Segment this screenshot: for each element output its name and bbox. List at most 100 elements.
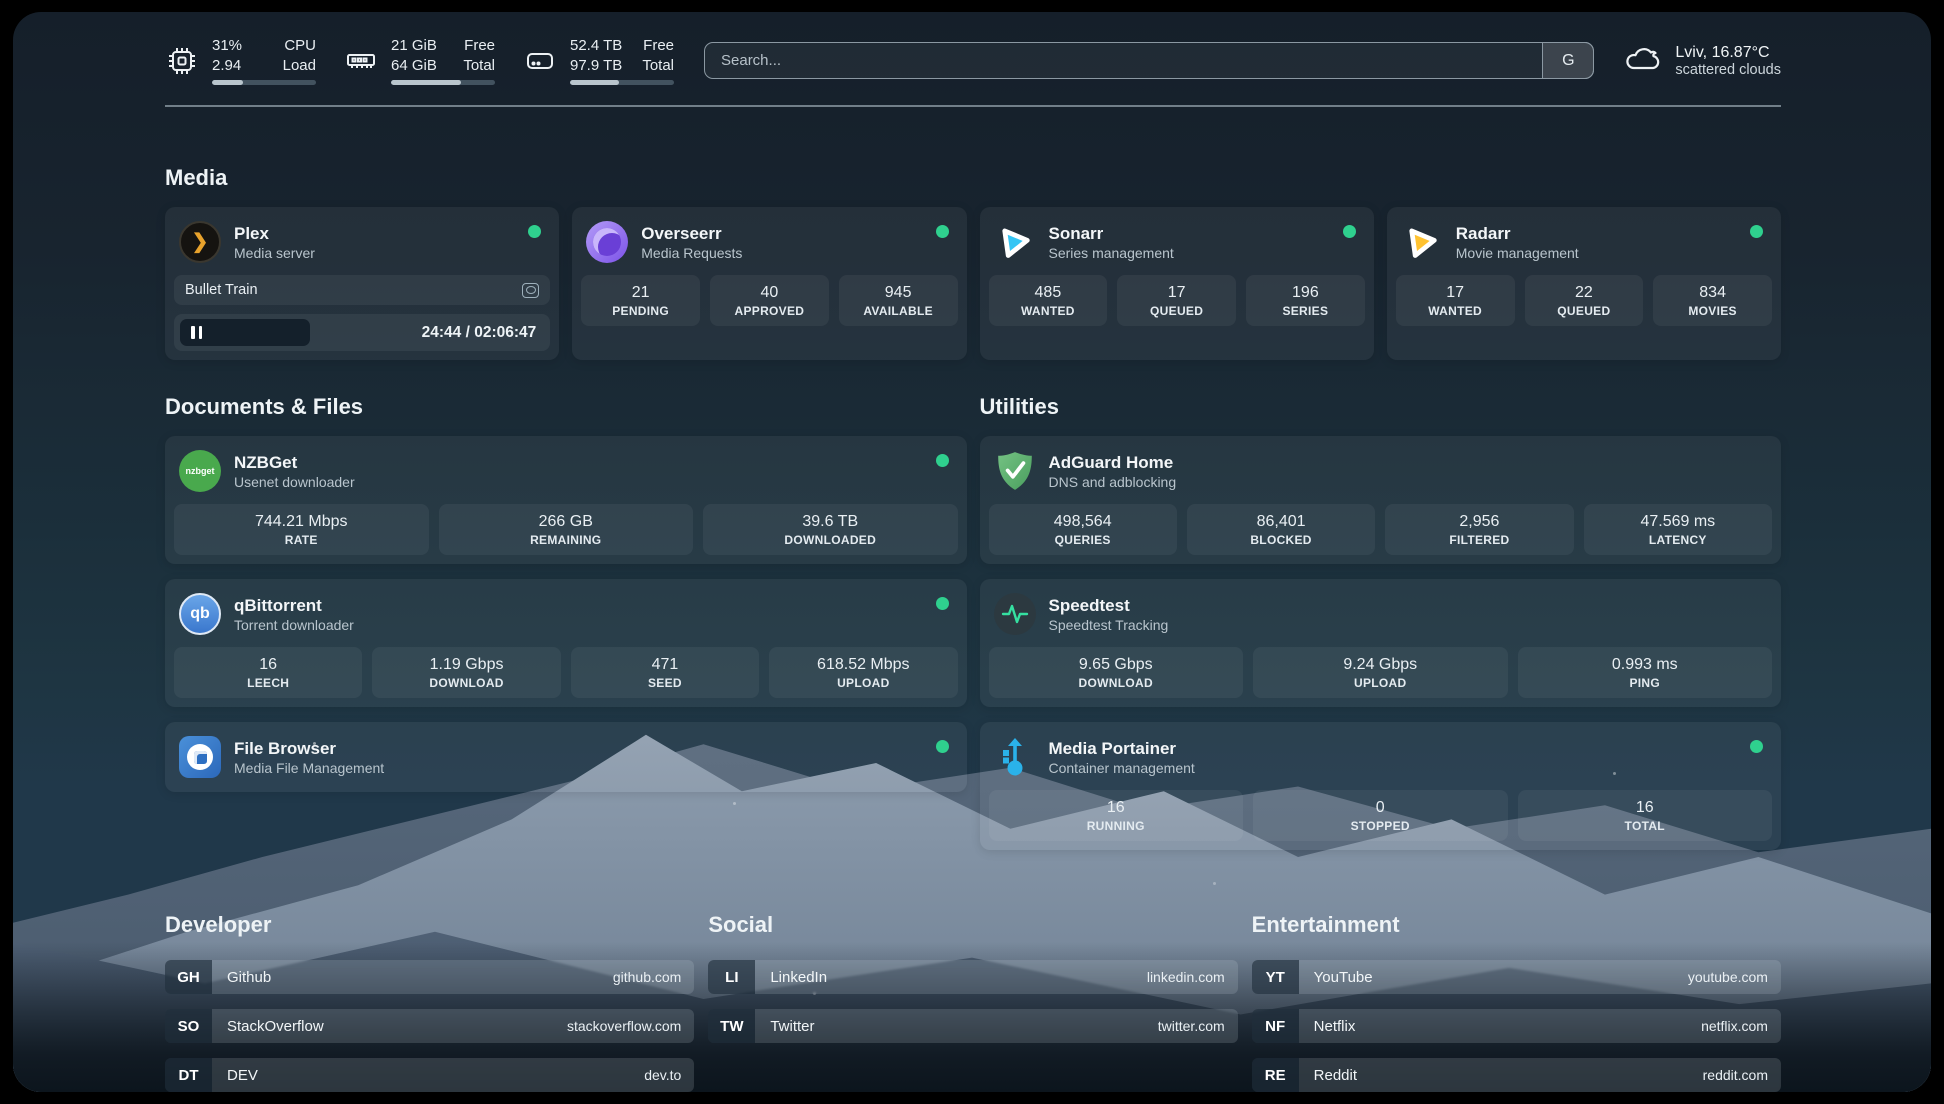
- cpu-progressbar: [212, 80, 316, 85]
- radarr-card[interactable]: Radarr Movie management 17 WANTED 22 QUEUE…: [1386, 207, 1781, 360]
- section-title-utilities: Utilities: [979, 394, 1059, 419]
- bookmark-abbr: NF: [1251, 1009, 1299, 1043]
- disk-progressbar: [570, 80, 674, 85]
- bookmark-group-developer: Developer GH Github github.com SO StackO…: [165, 912, 695, 1092]
- app-name: Speedtest: [1048, 596, 1130, 616]
- bookmark-netflix[interactable]: NF Netflix netflix.com: [1251, 1009, 1781, 1043]
- stat-block: 16 RUNNING: [988, 790, 1243, 841]
- status-dot: [935, 225, 949, 238]
- sonarr-icon: [994, 221, 1036, 263]
- pause-icon: [191, 326, 202, 339]
- cpu-loadavg: 2.94: [212, 56, 242, 74]
- playback-time: 24:44 / 02:06:47: [421, 323, 537, 341]
- filebrowser-card[interactable]: File Browser Media File Management: [165, 722, 967, 792]
- app-subtitle: Media server: [234, 244, 315, 261]
- stat-block: 834 MOVIES: [1653, 275, 1772, 326]
- bookmark-reddit[interactable]: RE Reddit reddit.com: [1251, 1058, 1781, 1092]
- adguard-icon: [994, 450, 1036, 492]
- app-subtitle: Container management: [1048, 759, 1195, 776]
- weather-condition: scattered clouds: [1675, 61, 1781, 78]
- overseerr-card[interactable]: Overseerr Media Requests 21 PENDING 40 APP…: [572, 207, 967, 360]
- app-subtitle: Speedtest Tracking: [1048, 616, 1169, 633]
- app-subtitle: Torrent downloader: [234, 616, 354, 633]
- stat-block: 618.52 Mbps UPLOAD: [769, 647, 958, 698]
- weather-widget: Lviv, 16.87°C scattered clouds: [1624, 43, 1781, 78]
- status-dot: [1342, 225, 1356, 238]
- sonarr-card[interactable]: Sonarr Series management 485 WANTED 17 QUE…: [979, 207, 1374, 360]
- memory-icon: [344, 44, 378, 78]
- stat-block: 471 SEED: [570, 647, 760, 698]
- section-title-media: Media: [165, 165, 228, 190]
- bookmark-github[interactable]: GH Github github.com: [165, 960, 695, 994]
- stat-block: 196 SERIES: [1246, 275, 1365, 326]
- cpu-icon: [165, 44, 199, 78]
- adguard-card[interactable]: AdGuard Home DNS and adblocking 498,564 Q…: [979, 436, 1781, 564]
- nzbget-icon: nzbget: [179, 450, 221, 492]
- stat-block: 9.65 Gbps DOWNLOAD: [988, 647, 1243, 698]
- app-name: Sonarr: [1048, 224, 1104, 244]
- portainer-icon: [994, 736, 1036, 778]
- filebrowser-icon: [179, 736, 221, 778]
- app-name: qBittorrent: [234, 596, 322, 616]
- cast-icon: [522, 282, 540, 298]
- disk-total: 97.9 TB: [570, 56, 623, 74]
- bookmark-stackoverflow[interactable]: SO StackOverflow stackoverflow.com: [165, 1009, 695, 1043]
- bookmark-dev[interactable]: DT DEV dev.to: [165, 1058, 695, 1092]
- weather-location-temp: Lviv, 16.87°C: [1675, 43, 1770, 61]
- app-name: AdGuard Home: [1048, 453, 1174, 473]
- status-dot: [935, 740, 949, 753]
- section-title-social: Social: [708, 912, 774, 937]
- search-input[interactable]: [704, 42, 1595, 79]
- stat-block: 485 WANTED: [988, 275, 1108, 326]
- bookmark-abbr: RE: [1251, 1058, 1299, 1092]
- plex-icon: ❯: [179, 221, 221, 263]
- search-bar: G: [704, 42, 1595, 79]
- now-playing-title: Bullet Train: [185, 282, 258, 298]
- plex-card[interactable]: ❯ Plex Media server Bullet Train 24:44 /: [165, 207, 560, 360]
- app-subtitle: Media File Management: [234, 759, 385, 776]
- disk-label2: Total: [642, 56, 674, 74]
- stat-block: 9.24 Gbps UPLOAD: [1253, 647, 1508, 698]
- stat-block: 86,401 BLOCKED: [1186, 504, 1376, 555]
- disk-label1: Free: [643, 37, 674, 54]
- nzbget-card[interactable]: nzbget NZBGet Usenet downloader 744.21 M…: [165, 436, 967, 564]
- app-name: File Browser: [234, 739, 337, 759]
- app-name: Radarr: [1455, 224, 1511, 244]
- portainer-card[interactable]: Media Portainer Container management 16 R…: [979, 722, 1781, 850]
- stat-block: 47.569 ms LATENCY: [1583, 504, 1772, 555]
- cpu-label2: Load: [282, 56, 316, 74]
- stat-block: 21 PENDING: [581, 275, 700, 326]
- status-dot: [935, 454, 949, 467]
- bookmark-linkedin[interactable]: LI LinkedIn linkedin.com: [708, 960, 1238, 994]
- stat-block: 744.21 Mbps RATE: [174, 504, 429, 555]
- cloud-icon: [1624, 43, 1662, 78]
- bookmark-youtube[interactable]: YT YouTube youtube.com: [1251, 960, 1781, 994]
- status-dot: [1750, 740, 1763, 753]
- stat-block: 39.6 TB DOWNLOADED: [703, 504, 958, 555]
- app-name: Plex: [234, 224, 269, 244]
- stat-block: 1.19 Gbps DOWNLOAD: [372, 647, 561, 698]
- stat-block: 16 TOTAL: [1517, 790, 1772, 841]
- bookmark-twitter[interactable]: TW Twitter twitter.com: [708, 1009, 1238, 1043]
- mem-free: 21 GiB: [391, 37, 437, 54]
- stat-block: 40 APPROVED: [710, 275, 829, 326]
- app-name: NZBGet: [234, 453, 298, 473]
- radarr-icon: [1401, 221, 1443, 263]
- pause-button[interactable]: [180, 319, 310, 346]
- bookmark-group-entertainment: Entertainment YT YouTube youtube.com NF …: [1251, 912, 1781, 1092]
- search-provider-button[interactable]: G: [1542, 42, 1595, 79]
- app-subtitle: Usenet downloader: [234, 473, 355, 490]
- cpu-percent: 31%: [212, 37, 243, 54]
- dashboard-screen: 31% 2.94 CPU Load: [13, 12, 1931, 1092]
- stat-block: 0 STOPPED: [1253, 790, 1508, 841]
- status-dot: [935, 597, 949, 610]
- qbittorrent-card[interactable]: qb qBittorrent Torrent downloader 16 LEEC…: [165, 579, 967, 707]
- stat-block: 16 LEECH: [174, 647, 363, 698]
- qbittorrent-icon: qb: [179, 593, 221, 635]
- disk-free: 52.4 TB: [570, 37, 623, 54]
- speedtest-card[interactable]: Speedtest Speedtest Tracking 9.65 Gbps DO…: [979, 579, 1781, 707]
- app-subtitle: Series management: [1048, 244, 1174, 261]
- mem-progressbar: [391, 80, 495, 85]
- header-divider: [165, 105, 1781, 107]
- cpu-widget: 31% 2.94 CPU Load: [165, 36, 316, 85]
